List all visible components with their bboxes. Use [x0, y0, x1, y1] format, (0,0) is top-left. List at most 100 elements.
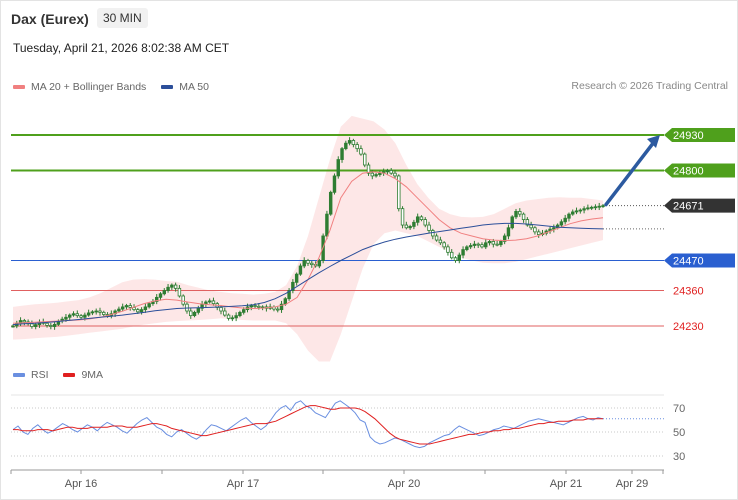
candle: [136, 309, 140, 313]
candle: [230, 317, 235, 320]
candle: [589, 206, 594, 209]
candle: [139, 309, 144, 313]
rsi-ma-line: [13, 405, 603, 445]
candle: [306, 260, 310, 264]
candle: [143, 306, 148, 311]
candle: [291, 281, 295, 291]
candle: [412, 221, 416, 227]
candle: [310, 262, 314, 266]
candle: [241, 309, 246, 313]
candle: [223, 310, 227, 316]
candle: [249, 305, 253, 308]
candle: [294, 273, 299, 283]
candle: [457, 254, 461, 261]
candle: [170, 284, 174, 288]
candle: [397, 175, 401, 210]
candle: [340, 148, 344, 160]
instrument-title: Dax (Eurex): [11, 11, 89, 27]
candle: [83, 314, 87, 318]
candle: [279, 303, 284, 311]
candle: [446, 246, 450, 253]
candle: [415, 216, 420, 223]
candle: [155, 296, 159, 302]
candle: [389, 170, 393, 174]
candle: [219, 307, 223, 312]
x-tick-label: Apr 20: [388, 478, 420, 490]
candle: [521, 213, 526, 220]
candle: [502, 235, 507, 242]
candle: [427, 224, 431, 231]
candle: [325, 213, 329, 237]
level-label: 24671: [673, 201, 704, 213]
projection-arrowhead: [647, 135, 660, 148]
legend-ma50[interactable]: MA 50: [161, 81, 209, 93]
candle: [71, 313, 76, 316]
candle: [385, 170, 390, 173]
candle: [370, 172, 375, 177]
candle: [336, 159, 340, 177]
candle: [173, 284, 178, 289]
candle: [344, 142, 348, 150]
candle: [472, 243, 477, 246]
level-label-bg: [664, 253, 735, 268]
candle: [328, 191, 333, 215]
candle: [276, 308, 280, 311]
candle: [518, 210, 522, 215]
candle: [158, 293, 163, 298]
rsi-line: [12, 400, 604, 449]
ma50-line: [12, 222, 604, 326]
candle: [514, 210, 518, 218]
x-tick-label: Apr 29: [616, 478, 648, 490]
candle: [536, 231, 541, 235]
candle: [177, 287, 182, 297]
candle: [192, 311, 197, 317]
rsi-tick-label: 30: [673, 451, 685, 463]
candle: [582, 208, 586, 211]
candle: [578, 209, 583, 212]
candle: [453, 257, 458, 261]
ma20-swatch: [13, 85, 25, 89]
candle: [563, 217, 567, 223]
level-label: 24360: [673, 286, 704, 298]
legend-rsi[interactable]: RSI: [13, 369, 49, 381]
candle: [525, 219, 530, 226]
candle: [49, 325, 53, 327]
candle: [351, 140, 356, 145]
candle: [571, 211, 575, 215]
candle: [117, 308, 121, 312]
candle: [529, 224, 533, 229]
candle: [438, 239, 443, 244]
level-label-bg: [664, 128, 735, 142]
candle: [128, 305, 132, 308]
candle: [68, 314, 72, 318]
candle: [476, 243, 480, 246]
candle: [162, 290, 166, 295]
candle: [363, 153, 367, 166]
interval-button[interactable]: 30 MIN: [97, 8, 148, 28]
level-label: 24470: [673, 256, 704, 268]
price-legend: MA 20 + Bollinger Bands MA 50: [13, 80, 221, 93]
candle: [450, 251, 454, 259]
candle: [298, 265, 303, 275]
candle: [393, 172, 397, 177]
projection-arrow: [604, 140, 656, 207]
candle: [124, 305, 129, 308]
candle: [52, 323, 57, 327]
legend-ma20[interactable]: MA 20 + Bollinger Bands: [13, 81, 146, 93]
timestamp: Tuesday, April 21, 2026 8:02:38 AM CET: [13, 41, 230, 55]
candle: [404, 224, 409, 229]
candle: [465, 246, 469, 251]
candle: [120, 306, 125, 310]
candle: [408, 226, 412, 229]
header: Dax (Eurex) 30 MIN: [0, 0, 738, 36]
legend-9ma[interactable]: 9MA: [63, 369, 103, 381]
candle: [238, 311, 242, 317]
candle: [491, 241, 496, 245]
candle: [86, 312, 91, 316]
candle: [552, 227, 556, 230]
candle: [332, 175, 337, 193]
candle: [374, 174, 378, 177]
rsi-tick-label: 70: [673, 403, 685, 415]
copyright: Research © 2026 Trading Central: [571, 80, 728, 92]
